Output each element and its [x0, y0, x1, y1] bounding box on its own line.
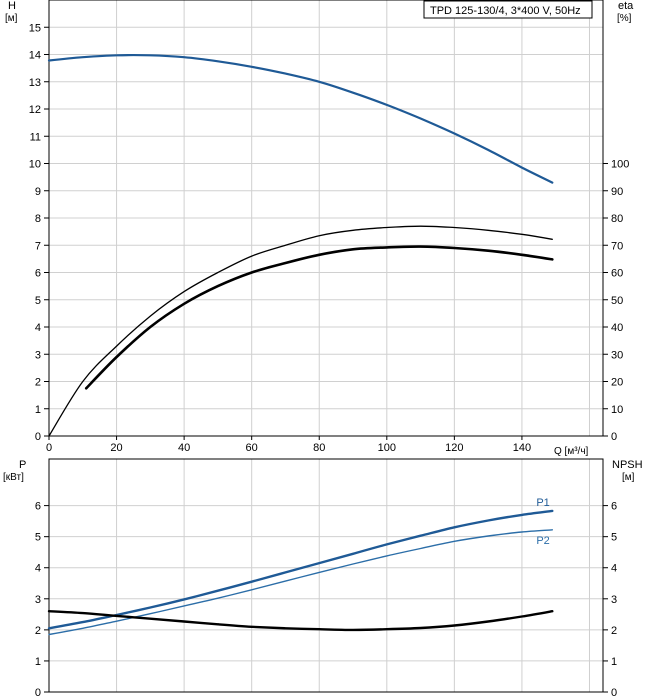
left-tick-label: 3: [35, 594, 41, 606]
bottom-series: P1 P2: [47, 497, 554, 636]
title-box: TPD 125-130/4, 3*400 V, 50Hz: [423, 0, 593, 19]
left-tick-label: 4: [35, 322, 41, 334]
left-tick-label: 7: [35, 240, 41, 252]
right-tick-label: 70: [611, 240, 623, 252]
right-tick-label: 6: [611, 501, 617, 513]
right-tick-label: 90: [611, 186, 623, 198]
left-tick-label: 14: [29, 50, 41, 62]
bottom-grid: [49, 459, 603, 692]
left-tick-label: 5: [35, 532, 41, 544]
left-tick-label: 9: [35, 186, 41, 198]
series-label-p1: P1: [536, 497, 549, 509]
right-tick-label: 60: [611, 268, 623, 280]
x-tick-label: 120: [445, 442, 463, 454]
x-tick-label: 0: [46, 442, 52, 454]
left-tick-label: 11: [30, 131, 41, 143]
right-tick-label: 0: [611, 431, 617, 443]
bottom-left-ticks: 0 1 2 3 4 5 6: [35, 501, 49, 699]
left-tick-label: 6: [35, 268, 41, 280]
p-axis-label: P: [19, 459, 26, 471]
series-line-bot-0: [47, 509, 554, 630]
title-box-frame: [423, 0, 593, 19]
series-line-top-1: [48, 225, 553, 437]
right-tick-label: 100: [611, 159, 629, 171]
right-tick-label: 50: [611, 295, 623, 307]
bottom-right-ticks: 0 1 2 3 4 5 6: [603, 501, 617, 699]
head-efficiency-panel: TPD 125-130/4, 3*400 V, 50Hz H [м] eta […: [5, 0, 634, 457]
right-tick-label: 30: [611, 349, 623, 361]
top-right-ticks: 0 10 20 30 40 50 60 70 80 90 100: [603, 159, 629, 443]
x-tick-label: 140: [513, 442, 531, 454]
x-tick-label: 80: [313, 442, 325, 454]
right-tick-label: 1: [611, 656, 617, 668]
left-tick-label: 5: [35, 295, 41, 307]
bottom-plot-frame: [48, 458, 604, 693]
right-tick-label: 3: [611, 594, 617, 606]
y-left-unit: [м]: [5, 13, 18, 24]
x-axis-label: Q [м³/ч]: [554, 446, 589, 457]
right-tick-label: 10: [611, 404, 623, 416]
x-tick-label: 20: [110, 442, 122, 454]
y-left-label: H: [8, 0, 16, 12]
npsh-axis-unit: [м]: [622, 472, 635, 483]
left-tick-label: 13: [29, 77, 41, 89]
left-tick-label: 2: [35, 377, 41, 389]
y-right-label: eta: [618, 0, 634, 12]
right-tick-label: 20: [611, 377, 623, 389]
left-tick-label: 0: [35, 431, 41, 443]
left-tick-label: 1: [35, 404, 41, 416]
left-tick-label: 2: [35, 625, 41, 637]
right-tick-label: 5: [611, 532, 617, 544]
npsh-axis-label: NPSH: [612, 459, 643, 471]
power-npsh-panel: P [кВт] NPSH [м] 0 1 2 3 4 5 6 0 1 2 3 4 5 6 P1 P2: [3, 458, 643, 699]
series-label-p2: P2: [536, 535, 549, 547]
series-line-bot-2: [47, 610, 554, 632]
right-tick-label: 40: [611, 322, 623, 334]
right-tick-label: 80: [611, 213, 623, 225]
left-tick-label: 8: [35, 213, 41, 225]
left-tick-label: 4: [35, 563, 41, 575]
right-tick-label: 4: [611, 563, 617, 575]
left-tick-label: 6: [35, 501, 41, 513]
left-tick-label: 15: [29, 22, 41, 34]
right-tick-label: 0: [611, 687, 617, 699]
series-line-top-0: [47, 53, 554, 184]
chart-title: TPD 125-130/4, 3*400 V, 50Hz: [430, 5, 581, 17]
left-tick-label: 12: [29, 104, 41, 116]
y-right-unit: [%]: [617, 13, 632, 24]
top-grid: [49, 0, 603, 436]
left-tick-label: 0: [35, 687, 41, 699]
right-tick-label: 2: [611, 625, 617, 637]
x-tick-label: 60: [246, 442, 258, 454]
p-axis-unit: [кВт]: [3, 472, 24, 483]
series-line-bot-1: [48, 529, 553, 636]
left-tick-label: 3: [35, 349, 41, 361]
left-tick-label: 10: [29, 159, 41, 171]
x-tick-label: 40: [178, 442, 190, 454]
series-line-top-2: [84, 245, 554, 390]
left-tick-label: 1: [35, 656, 41, 668]
top-series: [47, 53, 554, 437]
top-x-ticks: 0 20 40 60 80 100 120 140: [46, 436, 531, 454]
x-tick-label: 100: [378, 442, 396, 454]
